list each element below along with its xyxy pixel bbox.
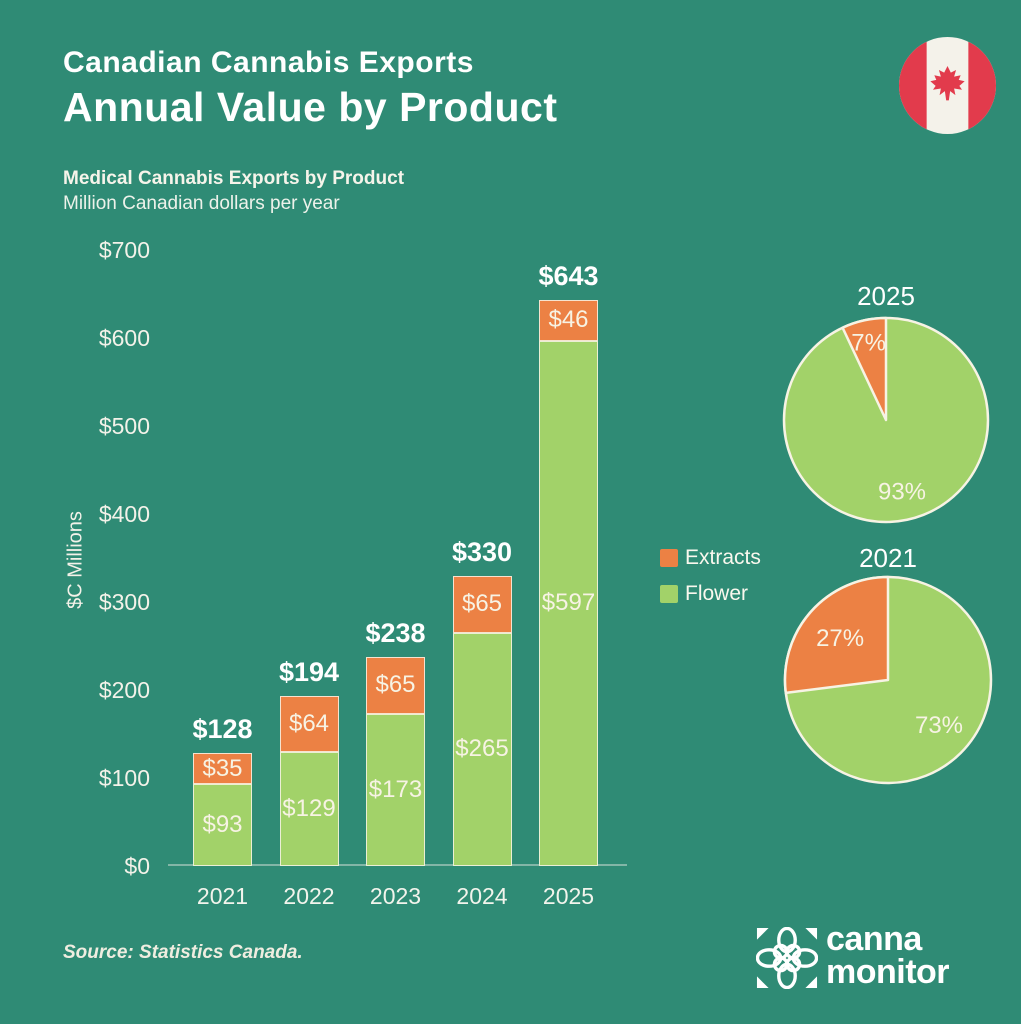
cannamonitor-logo-text: canna monitor bbox=[826, 920, 950, 991]
bar-2021-extracts-value: $35 bbox=[202, 754, 243, 782]
pie-svg-2025: 7% 93% bbox=[782, 316, 990, 524]
bar-2023-flower-value: $173 bbox=[368, 775, 423, 803]
source-note: Source: Statistics Canada. bbox=[63, 942, 303, 963]
bar-2022-total-label: $194 bbox=[278, 657, 340, 688]
bar-2024-flower-value: $265 bbox=[455, 735, 509, 763]
legend-item-extracts: Extracts bbox=[660, 546, 761, 570]
y-axis-tick-$0: $0 bbox=[124, 853, 150, 879]
bar-2022-extracts-segment: $64 bbox=[279, 696, 339, 753]
bar-2023-flower-segment: $173 bbox=[366, 713, 425, 866]
pie-2021-extracts-label: 27% bbox=[816, 625, 864, 652]
pie-2021-title: 2021 bbox=[859, 543, 917, 573]
bar-2024-extracts-value: $65 bbox=[461, 590, 503, 618]
logo-text-line2: monitor bbox=[826, 953, 950, 991]
extracts-legend-swatch bbox=[660, 549, 678, 567]
bar-2021-extracts-segment: $35 bbox=[193, 753, 252, 785]
x-axis-label-2023: 2023 bbox=[369, 883, 422, 909]
pie-2025-extracts-label: 7% bbox=[851, 329, 886, 356]
bar-2024-flower-segment: $265 bbox=[452, 632, 512, 866]
extracts-legend-label: Extracts bbox=[685, 546, 761, 569]
y-axis-tick-$600: $600 bbox=[98, 325, 150, 351]
y-axis-tick-$100: $100 bbox=[98, 765, 150, 791]
cannamonitor-logo-icon bbox=[756, 927, 818, 989]
page-title-line1: Canadian Cannabis Exports bbox=[63, 46, 474, 79]
bar-2021-flower-segment: $93 bbox=[193, 784, 252, 866]
bar-2025-extracts-segment: $46 bbox=[539, 300, 598, 341]
y-axis-tick-$300: $300 bbox=[98, 589, 150, 615]
bar-2022-flower-segment: $129 bbox=[279, 752, 339, 866]
bar-2025-total-label: $643 bbox=[538, 261, 599, 292]
flower-legend-label: Flower bbox=[685, 582, 749, 605]
bar-2023-total-label: $238 bbox=[365, 617, 426, 648]
pie-svg-2021: 27% 73% bbox=[783, 575, 993, 785]
bar-2023-extracts-segment: $65 bbox=[366, 656, 425, 714]
bar-2025-flower-value: $597 bbox=[541, 589, 596, 617]
y-axis-tick-$700: $700 bbox=[98, 237, 150, 263]
x-axis-label-2021: 2021 bbox=[196, 883, 249, 909]
flower-legend-swatch bbox=[660, 585, 678, 603]
pie-2025-title: 2025 bbox=[857, 281, 915, 311]
pie-2021-flower-label: 73% bbox=[915, 712, 963, 739]
pie-2025-extracts-slice bbox=[841, 316, 888, 422]
bar-2025-flower-segment: $597 bbox=[539, 340, 598, 866]
bar-2024-total-label: $330 bbox=[451, 536, 513, 567]
page-title-line2: Annual Value by Product bbox=[63, 84, 558, 130]
bar-2021-flower-value: $93 bbox=[202, 811, 243, 839]
bar-2025-extracts-value: $46 bbox=[548, 306, 589, 334]
maple-leaf-icon bbox=[930, 66, 965, 101]
bar-2024-extracts-segment: $65 bbox=[452, 575, 512, 633]
x-axis-label-2022: 2022 bbox=[283, 883, 335, 909]
legend-item-flower: Flower bbox=[660, 582, 748, 606]
chart-units-subtitle: Million Canadian dollars per year bbox=[63, 193, 340, 214]
pie-2025-flower-label: 93% bbox=[878, 479, 926, 506]
logo-text-line1: canna bbox=[826, 920, 922, 958]
y-axis-tick-$400: $400 bbox=[98, 501, 150, 527]
y-axis-tick-$500: $500 bbox=[98, 413, 150, 439]
pie-2021-extracts-slice bbox=[783, 575, 890, 695]
chart-title: Medical Cannabis Exports by Product bbox=[63, 168, 405, 189]
x-axis-label-2025: 2025 bbox=[542, 883, 595, 909]
bar-2021-total-label: $128 bbox=[192, 714, 253, 745]
bar-2023-extracts-value: $65 bbox=[375, 671, 416, 699]
y-axis-tick-$200: $200 bbox=[98, 677, 150, 703]
x-axis-label-2024: 2024 bbox=[456, 883, 508, 909]
bar-2022-extracts-value: $64 bbox=[288, 710, 330, 738]
bar-2022-flower-value: $129 bbox=[282, 795, 336, 823]
canada-flag-icon bbox=[899, 37, 996, 134]
